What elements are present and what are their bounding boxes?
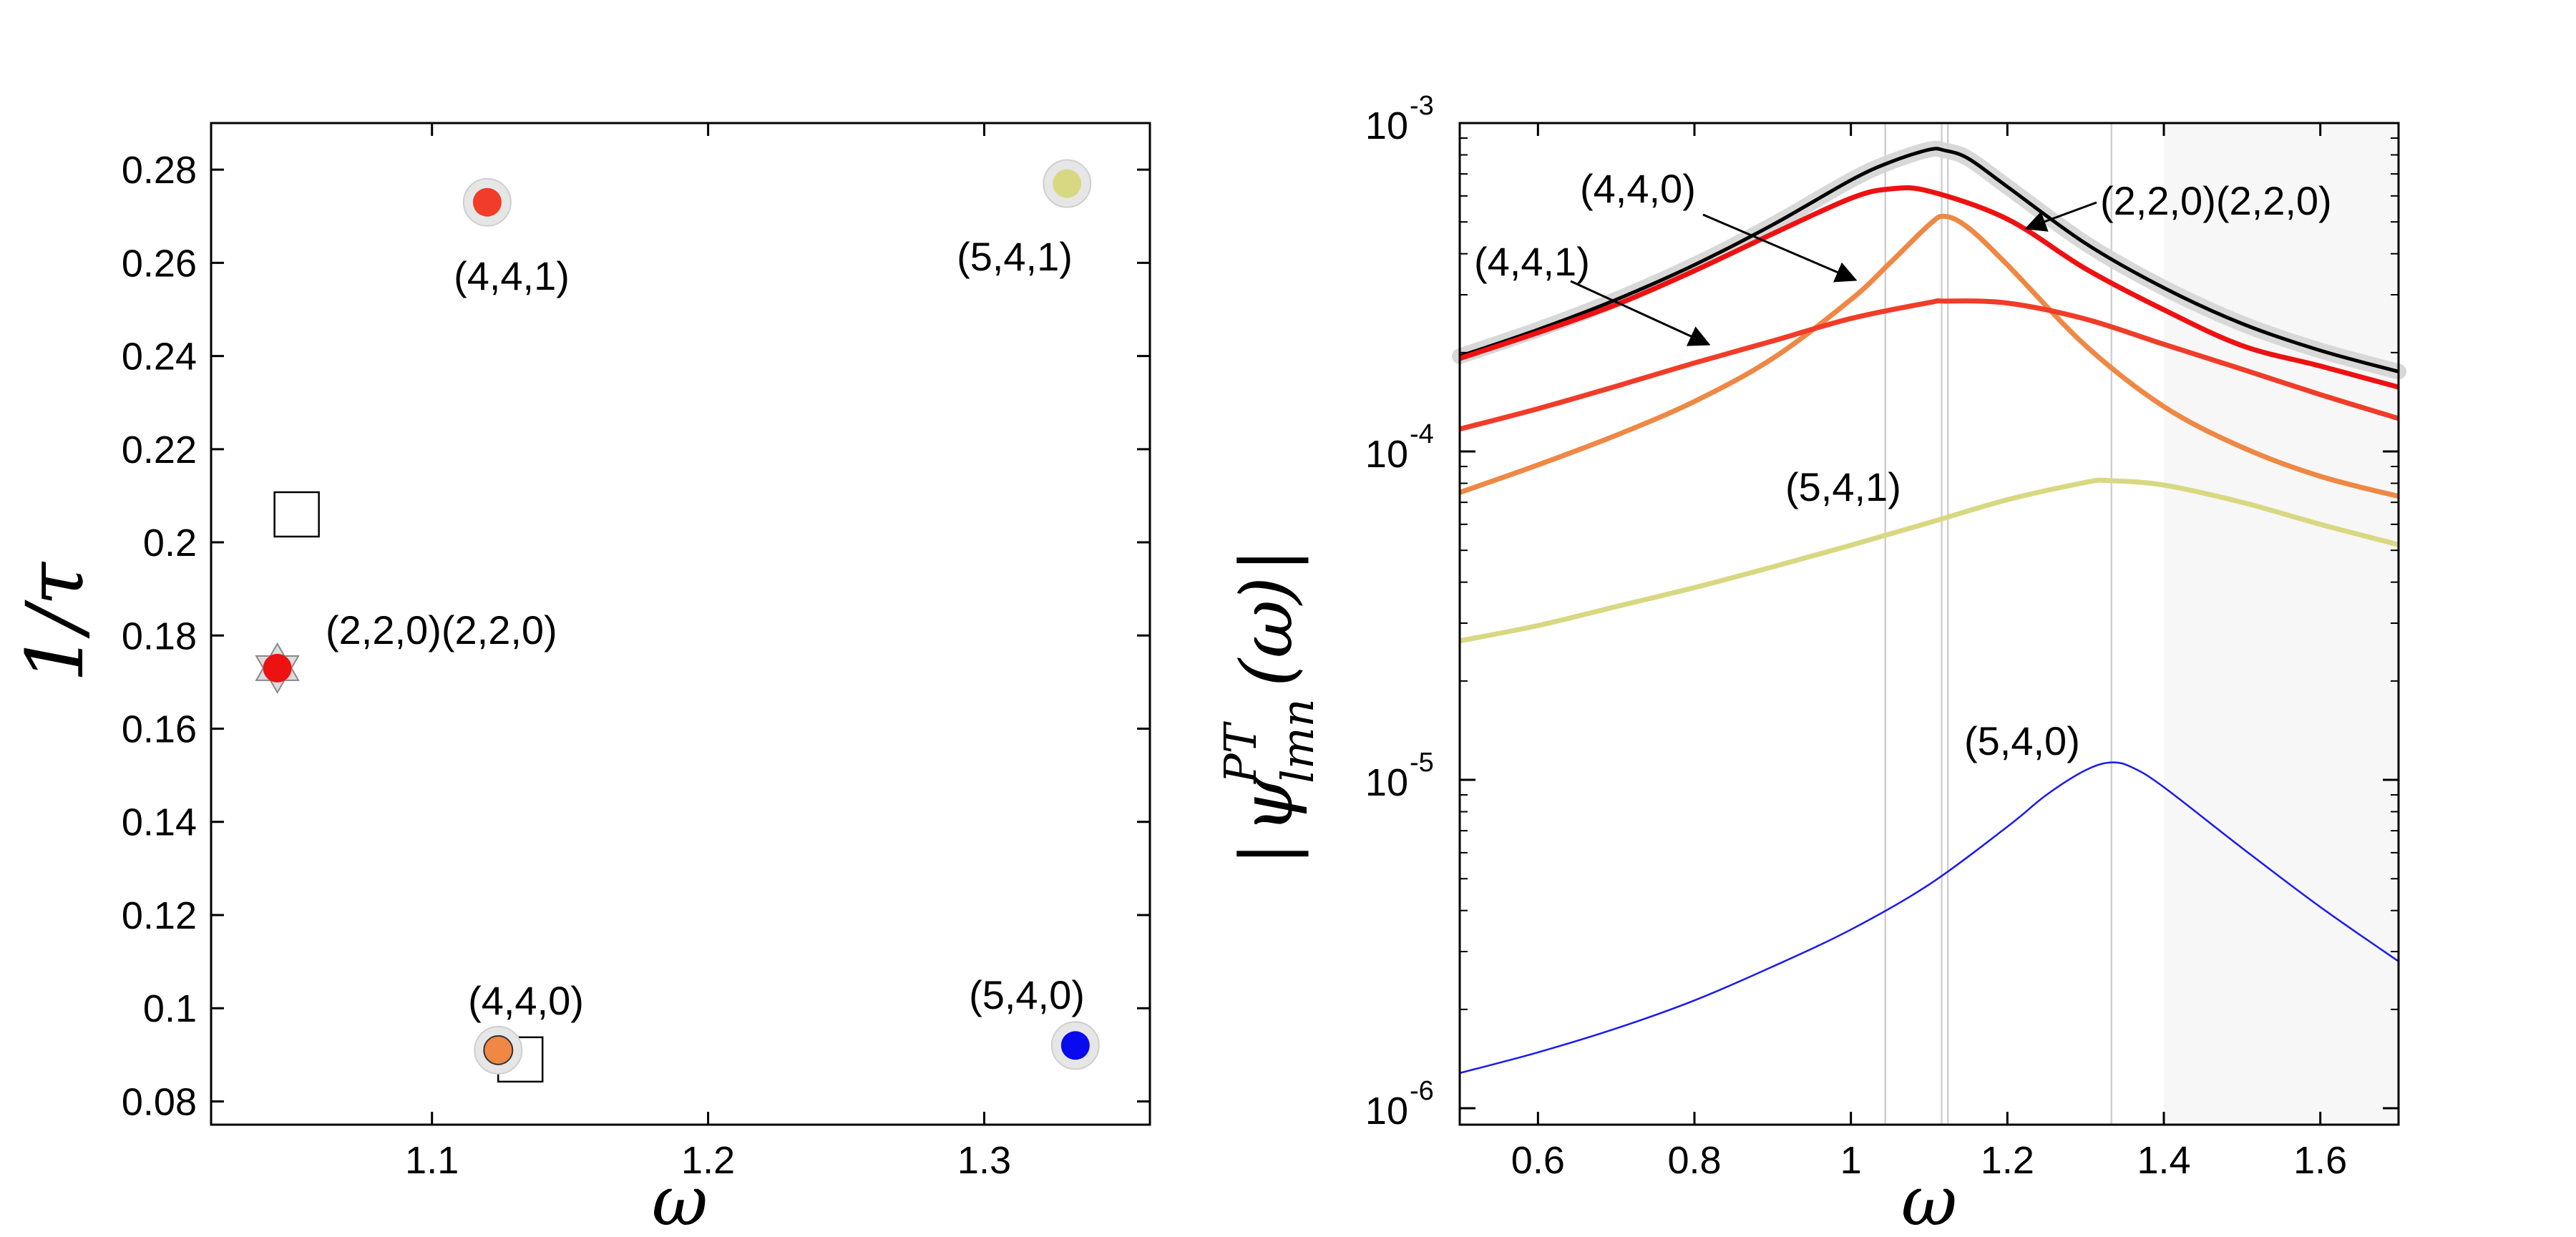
- series-(4,4,1): [1459, 298, 2400, 432]
- right-y-tick-exp: -4: [1410, 419, 1434, 449]
- left-panel: 1.1 1.2 1.3 0.08 0.1 0.12 0.14 0.16 0.18 0.2 0.22 0…: [9, 122, 1151, 1237]
- right-x-axis-label: ω: [1901, 1161, 1957, 1237]
- annot-541: (5,4,1): [1785, 464, 1901, 509]
- right-x-tick-label: 1.4: [2137, 1139, 2190, 1182]
- left-x-axis-label: ω: [652, 1161, 708, 1237]
- point-(4,4,1): [472, 187, 502, 217]
- label-440: (4,4,0): [468, 978, 584, 1023]
- point-(2,2,0)(2,2,0): [263, 653, 292, 683]
- series-(4,4,0) peak: [1458, 213, 2399, 499]
- left-y-axis-label: 1/τ: [9, 561, 101, 683]
- annot-220: (2,2,0)(2,2,0): [2100, 178, 2332, 223]
- left-x-tick-label: 1.1: [405, 1139, 459, 1182]
- right-panel: 0.6 0.8 1 1.2 1.4 1.610-310-410-510-6 (4,4,0)…: [1214, 91, 2406, 1237]
- svg-text:lmn: lmn: [1272, 698, 1324, 783]
- svg-text:PT: PT: [1214, 720, 1267, 784]
- svg-text:ω: ω: [1225, 600, 1309, 658]
- left-y-tick-label: 0.24: [122, 336, 197, 378]
- right-x-tick-label: 0.8: [1667, 1139, 1721, 1182]
- arrow-441: [1570, 280, 1711, 346]
- series-(5,4,0): [1459, 761, 2399, 1075]
- right-y-tick-base: 10: [1365, 104, 1408, 147]
- right-y-tick-base: 10: [1365, 433, 1408, 476]
- left-y-tick-label: 0.16: [122, 708, 197, 751]
- svg-text:ψ: ψ: [1225, 776, 1309, 833]
- annot-441: (4,4,1): [1474, 239, 1590, 284]
- left-plot-frame: [210, 122, 1151, 1126]
- left-y-tick-label: 0.2: [143, 522, 197, 564]
- label-540: (5,4,0): [969, 972, 1085, 1017]
- left-y-tick-label: 0.28: [122, 149, 197, 192]
- right-x-tick-label: 1.6: [2293, 1139, 2347, 1182]
- left-y-tick-label: 0.12: [122, 894, 197, 937]
- left-y-tick-label: 0.1: [143, 987, 197, 1030]
- svg-text:): ): [1225, 577, 1309, 606]
- right-y-tick-exp: -6: [1410, 1076, 1434, 1106]
- svg-text:(: (: [1225, 657, 1309, 687]
- label-441: (4,4,1): [454, 253, 570, 298]
- svg-text:|: |: [1225, 841, 1309, 866]
- left-y-tick-label: 0.08: [122, 1080, 197, 1123]
- right-y-tick-base: 10: [1365, 1090, 1408, 1133]
- point-(5,4,0): [1060, 1031, 1090, 1060]
- annot-440: (4,4,0): [1580, 166, 1696, 211]
- series-(2,2,0)(2,2,0): [1459, 147, 2399, 373]
- right-y-tick-exp: -5: [1410, 748, 1434, 778]
- point-(5,4,1): [1053, 169, 1082, 198]
- label-220: (2,2,0)(2,2,0): [326, 607, 557, 652]
- annot-540: (5,4,0): [1964, 718, 2080, 763]
- series-(5,4,1): [1459, 477, 2399, 644]
- left-y-tick-label: 0.22: [122, 429, 197, 471]
- shaded-region: [2164, 123, 2399, 1125]
- right-y-tick-exp: -3: [1410, 91, 1434, 121]
- arrow-440: [1702, 213, 1858, 283]
- arrow-220: [2024, 201, 2097, 232]
- square-marker: [273, 491, 320, 538]
- label-541: (5,4,1): [957, 234, 1073, 279]
- right-x-tick-label: 1.2: [1981, 1139, 2034, 1182]
- right-x-tick-label: 0.6: [1511, 1139, 1565, 1182]
- left-x-tick-label: 1.3: [957, 1139, 1011, 1182]
- left-y-tick-label: 0.14: [122, 801, 197, 844]
- left-y-tick-label: 0.26: [122, 242, 197, 285]
- right-y-tick-base: 10: [1365, 761, 1408, 804]
- right-y-axis-label: | ψ PT lmn ( ω ) |: [1214, 548, 1324, 866]
- svg-text:|: |: [1225, 548, 1309, 572]
- left-x-tick-label: 1.2: [681, 1139, 735, 1182]
- left-y-tick-label: 0.18: [122, 615, 197, 657]
- point-(4,4,0): [483, 1035, 514, 1065]
- right-x-tick-label: 1: [1840, 1139, 1862, 1182]
